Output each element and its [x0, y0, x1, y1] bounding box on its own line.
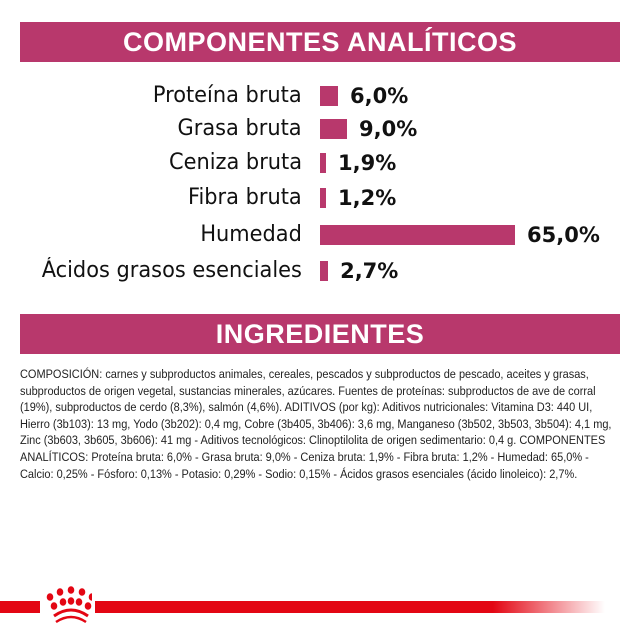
bar	[320, 86, 338, 106]
brand-line-right	[95, 601, 605, 613]
royal-canin-crown-icon	[46, 586, 92, 624]
ingredients-text: COMPOSICIÓN: carnes y subproductos anima…	[20, 367, 612, 481]
value-label: 2,7%	[340, 259, 399, 283]
bar	[320, 188, 326, 208]
chart-row: Ceniza bruta 1,9%	[0, 148, 640, 178]
ingredients-header: INGREDIENTES	[20, 314, 620, 354]
category-label: Ácidos grasos esenciales	[41, 258, 302, 283]
bar	[320, 153, 326, 173]
bar	[320, 261, 329, 281]
category-label: Proteína bruta	[153, 83, 302, 108]
bar	[320, 119, 347, 139]
bar	[320, 225, 515, 245]
value-label: 6,0%	[350, 84, 409, 108]
category-label: Humedad	[200, 222, 302, 247]
value-label: 9,0%	[359, 117, 418, 141]
chart-row: Ácidos grasos esenciales 2,7%	[0, 256, 640, 286]
analytic-components-header: COMPONENTES ANALÍTICOS	[20, 22, 620, 62]
category-label: Fibra bruta	[188, 185, 302, 210]
category-label: Grasa bruta	[177, 116, 302, 141]
chart-row: Fibra bruta 1,2%	[0, 183, 640, 213]
value-label: 1,9%	[338, 151, 397, 175]
chart-row: Proteína bruta 6,0%	[0, 81, 640, 111]
category-label: Ceniza bruta	[168, 150, 302, 175]
brand-line-left	[0, 601, 40, 613]
chart-row: Humedad 65,0%	[0, 220, 640, 250]
value-label: 65,0%	[527, 223, 600, 247]
chart-row: Grasa bruta 9,0%	[0, 114, 640, 144]
value-label: 1,2%	[338, 186, 397, 210]
